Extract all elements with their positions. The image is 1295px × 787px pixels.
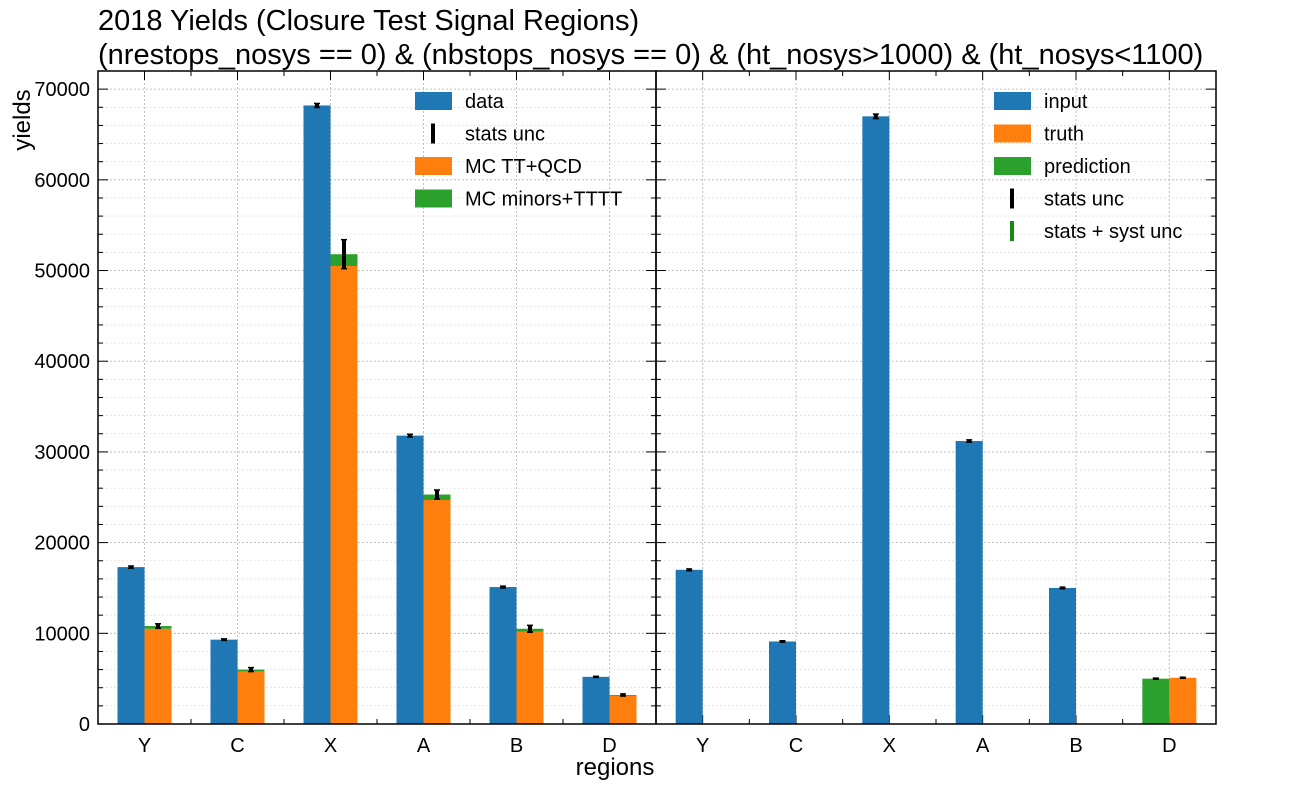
x-tick-label-D: D xyxy=(602,735,616,757)
x-tick-label-Y: Y xyxy=(696,735,709,757)
bar-mc-tt-qcd-C xyxy=(237,671,265,724)
y-tick-label: 30000 xyxy=(34,442,90,464)
x-tick-label-X: X xyxy=(883,735,896,757)
y-tick-label: 40000 xyxy=(34,351,90,373)
bar-data-D xyxy=(582,676,610,724)
legend-label: stats unc xyxy=(465,124,545,146)
legend-right: input truth prediction stats unc stats + sys… xyxy=(994,91,1182,243)
legend-swatch xyxy=(994,92,1031,110)
x-tick-label-A: A xyxy=(417,735,431,757)
legend-swatch xyxy=(994,124,1031,143)
x-tick-label-Y: Y xyxy=(138,735,151,757)
legend-label: data xyxy=(465,91,505,113)
legend-label: MC minors+TTTT xyxy=(465,189,622,211)
legend-swatch xyxy=(415,189,452,208)
legend-label: prediction xyxy=(1044,156,1131,178)
bar-prediction-D xyxy=(1142,678,1170,724)
legend-left: data stats unc MC TT+QCD MC minors+TTTT xyxy=(415,91,622,211)
x-tick-label-C: C xyxy=(230,735,244,757)
y-axis-label: yields xyxy=(9,89,36,150)
x-tick-label-C: C xyxy=(789,735,803,757)
bar-input-Y xyxy=(675,569,703,724)
y-tick-label: 60000 xyxy=(34,170,90,192)
panel-frame-right xyxy=(655,70,1217,725)
x-tick-label-D: D xyxy=(1162,735,1176,757)
y-tick-label: 70000 xyxy=(34,79,90,101)
bar-data-A xyxy=(396,435,424,724)
bar-truth-D xyxy=(1169,677,1197,724)
legend-swatch xyxy=(994,157,1031,175)
bar-mc-tt-qcd-A xyxy=(423,499,451,724)
bar-data-C xyxy=(210,639,238,724)
x-tick-label-A: A xyxy=(976,735,990,757)
legend-label: stats + syst unc xyxy=(1044,221,1182,243)
legend-swatch xyxy=(415,157,452,175)
x-tick-label-B: B xyxy=(1069,735,1082,757)
x-tick-label-X: X xyxy=(324,735,337,757)
legend-swatch xyxy=(415,92,452,110)
chart-title-line1: 2018 Yields (Closure Test Signal Regions… xyxy=(98,5,639,37)
x-axis-label: regions xyxy=(576,754,655,781)
bar-mc-tt-qcd-B xyxy=(516,631,544,724)
bar-input-C xyxy=(769,641,796,724)
bar-mc-tt-qcd-D xyxy=(609,695,637,724)
x-tick-label-B: B xyxy=(510,735,523,757)
bar-mc-tt-qcd-X xyxy=(330,265,358,724)
legend-label: stats unc xyxy=(1044,189,1124,211)
bar-data-B xyxy=(489,587,517,724)
legend-label: truth xyxy=(1044,124,1084,146)
y-tick-label: 50000 xyxy=(34,261,90,283)
y-tick-label: 10000 xyxy=(34,623,90,645)
bar-mc-tt-qcd-Y xyxy=(144,628,172,724)
legend-label: input xyxy=(1044,91,1088,113)
y-tick-label: 20000 xyxy=(34,533,90,555)
bar-data-X xyxy=(303,105,331,725)
bar-data-Y xyxy=(117,567,145,724)
chart-title-line2: (nrestops_nosys == 0) & (nbstops_nosys =… xyxy=(98,39,1203,71)
legend-label: MC TT+QCD xyxy=(465,156,582,178)
plot-area: Y C X A B D 0 10000 20000 30000 40000 50000 60000 700… xyxy=(34,70,1217,757)
bar-input-B xyxy=(1049,587,1076,724)
bar-input-A xyxy=(955,441,983,724)
bar-input-X xyxy=(862,116,890,724)
y-tick-label: 0 xyxy=(79,714,90,736)
